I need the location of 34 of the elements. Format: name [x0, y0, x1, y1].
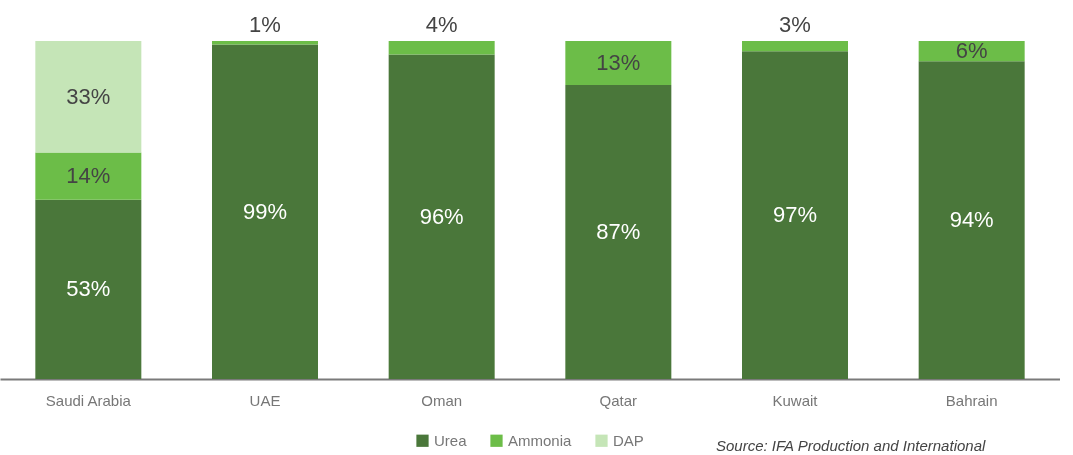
x-tick-label: Qatar [599, 391, 638, 409]
legend-label: DAP [613, 431, 644, 449]
bar [742, 51, 848, 379]
bar [35, 41, 142, 153]
legend-label: Ammonia [508, 431, 573, 449]
bar [388, 41, 495, 55]
bar [35, 199, 142, 379]
x-tick-label: Kuwait [772, 391, 819, 409]
data-label: 13% [596, 49, 641, 75]
data-label: 33% [66, 83, 111, 109]
data-label: 1% [249, 12, 281, 37]
source-note: Source: IFA Production and International [716, 437, 986, 454]
bar [565, 84, 672, 379]
data-label: 99% [242, 198, 288, 224]
x-tick-label: Bahrain [945, 391, 998, 409]
data-label: 94% [949, 207, 994, 233]
data-label: 14% [66, 163, 111, 189]
bar [388, 54, 495, 379]
bar [918, 61, 1025, 379]
data-label: 4% [425, 12, 458, 37]
x-tick-label: Oman [421, 391, 463, 409]
data-label: 53% [66, 276, 111, 302]
legend-label: Urea [434, 431, 468, 449]
x-tick-label: UAE [249, 391, 281, 409]
bar [565, 41, 672, 85]
data-label: 6% [955, 38, 988, 64]
bar [742, 41, 848, 52]
bar [35, 152, 142, 200]
data-label: 87% [596, 218, 641, 244]
data-label: 96% [419, 203, 464, 229]
data-label: 97% [772, 202, 818, 228]
data-label: 3% [779, 12, 811, 37]
bar [212, 44, 318, 379]
x-tick-label: Saudi Arabia [45, 391, 132, 409]
